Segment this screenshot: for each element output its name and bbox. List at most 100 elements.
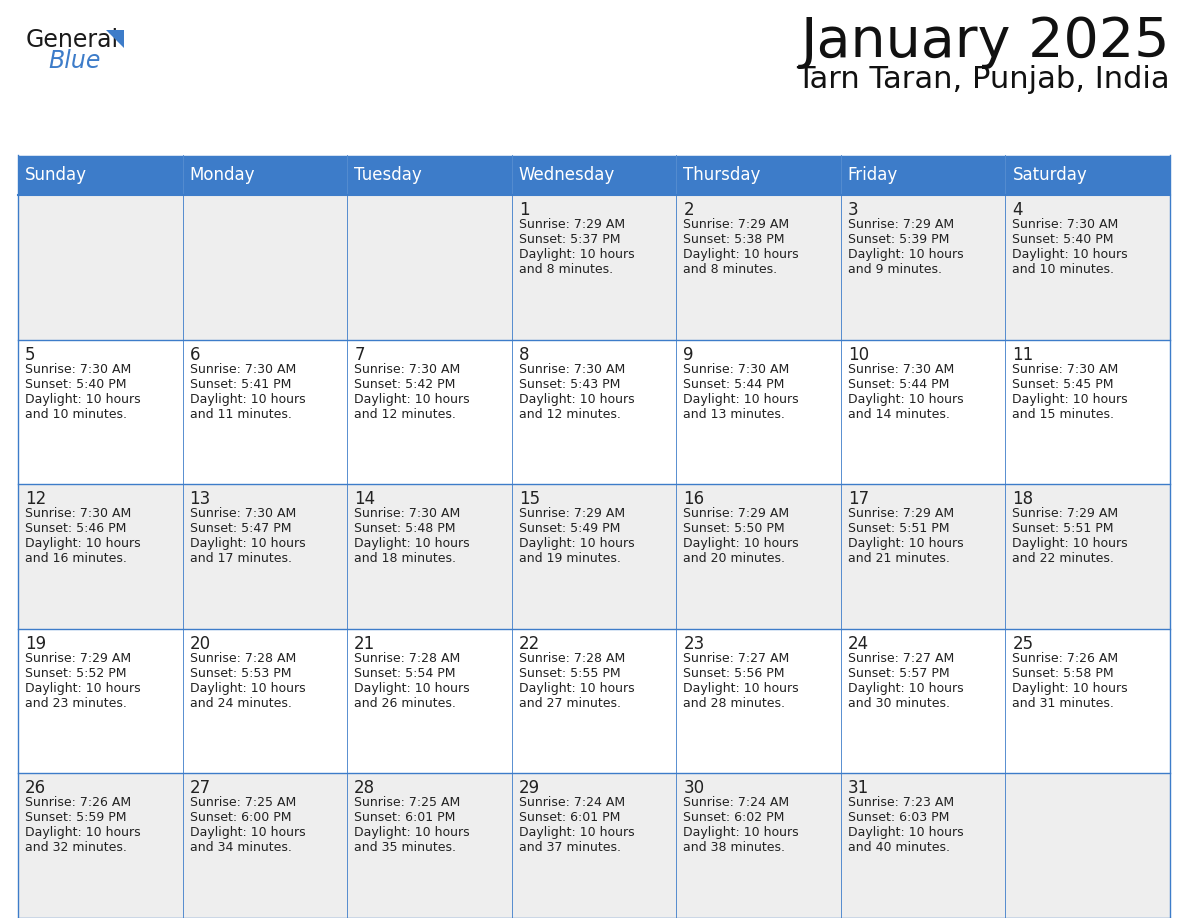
Text: Daylight: 10 hours: Daylight: 10 hours <box>354 537 469 550</box>
Bar <box>18 195 183 340</box>
Text: Sunrise: 7:30 AM: Sunrise: 7:30 AM <box>354 363 461 375</box>
Text: Daylight: 10 hours: Daylight: 10 hours <box>354 682 469 695</box>
Bar <box>841 484 1005 629</box>
Bar <box>676 195 841 340</box>
Text: 14: 14 <box>354 490 375 509</box>
Text: and 18 minutes.: and 18 minutes. <box>354 553 456 565</box>
Text: 9: 9 <box>683 345 694 364</box>
Bar <box>347 155 512 195</box>
Text: Sunday: Sunday <box>25 166 87 184</box>
Text: Sunset: 5:49 PM: Sunset: 5:49 PM <box>519 522 620 535</box>
Text: General: General <box>26 28 119 52</box>
Polygon shape <box>106 30 124 48</box>
Text: Daylight: 10 hours: Daylight: 10 hours <box>683 248 798 261</box>
Text: Sunset: 5:44 PM: Sunset: 5:44 PM <box>683 377 784 390</box>
Text: Sunset: 5:56 PM: Sunset: 5:56 PM <box>683 666 785 680</box>
Text: Sunset: 5:44 PM: Sunset: 5:44 PM <box>848 377 949 390</box>
Text: Sunrise: 7:28 AM: Sunrise: 7:28 AM <box>519 652 625 665</box>
Text: Tuesday: Tuesday <box>354 166 422 184</box>
Text: and 12 minutes.: and 12 minutes. <box>519 408 620 420</box>
Text: and 27 minutes.: and 27 minutes. <box>519 697 620 710</box>
Bar <box>18 773 183 918</box>
Text: Sunset: 6:01 PM: Sunset: 6:01 PM <box>354 812 455 824</box>
Text: Daylight: 10 hours: Daylight: 10 hours <box>25 826 140 839</box>
Bar <box>841 629 1005 773</box>
Text: Daylight: 10 hours: Daylight: 10 hours <box>354 393 469 406</box>
Text: 6: 6 <box>190 345 200 364</box>
Text: 21: 21 <box>354 635 375 653</box>
Text: Sunset: 5:55 PM: Sunset: 5:55 PM <box>519 666 620 680</box>
Text: 3: 3 <box>848 201 859 219</box>
Text: Sunset: 5:40 PM: Sunset: 5:40 PM <box>1012 233 1114 246</box>
Bar <box>1005 195 1170 340</box>
Text: Sunset: 5:37 PM: Sunset: 5:37 PM <box>519 233 620 246</box>
Text: Sunrise: 7:24 AM: Sunrise: 7:24 AM <box>519 797 625 810</box>
Text: and 37 minutes.: and 37 minutes. <box>519 842 620 855</box>
Text: Sunset: 6:00 PM: Sunset: 6:00 PM <box>190 812 291 824</box>
Text: Daylight: 10 hours: Daylight: 10 hours <box>25 537 140 550</box>
Bar <box>512 629 676 773</box>
Text: and 9 minutes.: and 9 minutes. <box>848 263 942 276</box>
Text: Daylight: 10 hours: Daylight: 10 hours <box>519 393 634 406</box>
Text: Sunset: 5:43 PM: Sunset: 5:43 PM <box>519 377 620 390</box>
Bar <box>841 195 1005 340</box>
Text: Sunset: 5:41 PM: Sunset: 5:41 PM <box>190 377 291 390</box>
Text: 29: 29 <box>519 779 539 798</box>
Text: Daylight: 10 hours: Daylight: 10 hours <box>190 537 305 550</box>
Bar <box>676 340 841 484</box>
Bar <box>1005 340 1170 484</box>
Text: Daylight: 10 hours: Daylight: 10 hours <box>519 537 634 550</box>
Text: 30: 30 <box>683 779 704 798</box>
Text: 5: 5 <box>25 345 36 364</box>
Text: and 24 minutes.: and 24 minutes. <box>190 697 291 710</box>
Text: Sunrise: 7:25 AM: Sunrise: 7:25 AM <box>190 797 296 810</box>
Bar <box>183 629 347 773</box>
Bar <box>676 629 841 773</box>
Text: Daylight: 10 hours: Daylight: 10 hours <box>683 682 798 695</box>
Text: and 8 minutes.: and 8 minutes. <box>683 263 777 276</box>
Bar <box>1005 773 1170 918</box>
Text: Daylight: 10 hours: Daylight: 10 hours <box>1012 537 1129 550</box>
Text: 8: 8 <box>519 345 529 364</box>
Text: Daylight: 10 hours: Daylight: 10 hours <box>190 682 305 695</box>
Text: Sunset: 5:39 PM: Sunset: 5:39 PM <box>848 233 949 246</box>
Text: and 31 minutes.: and 31 minutes. <box>1012 697 1114 710</box>
Text: 4: 4 <box>1012 201 1023 219</box>
Text: and 32 minutes.: and 32 minutes. <box>25 842 127 855</box>
Bar <box>676 155 841 195</box>
Text: Sunrise: 7:30 AM: Sunrise: 7:30 AM <box>1012 363 1119 375</box>
Text: and 30 minutes.: and 30 minutes. <box>848 697 950 710</box>
Text: 2: 2 <box>683 201 694 219</box>
Text: Daylight: 10 hours: Daylight: 10 hours <box>848 826 963 839</box>
Text: and 21 minutes.: and 21 minutes. <box>848 553 949 565</box>
Text: Sunrise: 7:29 AM: Sunrise: 7:29 AM <box>848 218 954 231</box>
Text: and 8 minutes.: and 8 minutes. <box>519 263 613 276</box>
Text: Sunset: 5:42 PM: Sunset: 5:42 PM <box>354 377 455 390</box>
Text: Sunrise: 7:29 AM: Sunrise: 7:29 AM <box>683 218 789 231</box>
Text: Sunrise: 7:25 AM: Sunrise: 7:25 AM <box>354 797 461 810</box>
Bar <box>183 340 347 484</box>
Text: Wednesday: Wednesday <box>519 166 615 184</box>
Text: Daylight: 10 hours: Daylight: 10 hours <box>848 393 963 406</box>
Text: Monday: Monday <box>190 166 255 184</box>
Text: and 13 minutes.: and 13 minutes. <box>683 408 785 420</box>
Text: 1: 1 <box>519 201 530 219</box>
Bar <box>512 340 676 484</box>
Text: Daylight: 10 hours: Daylight: 10 hours <box>683 393 798 406</box>
Text: and 10 minutes.: and 10 minutes. <box>25 408 127 420</box>
Text: Sunrise: 7:29 AM: Sunrise: 7:29 AM <box>519 218 625 231</box>
Bar <box>1005 629 1170 773</box>
Text: Daylight: 10 hours: Daylight: 10 hours <box>683 826 798 839</box>
Text: Sunrise: 7:29 AM: Sunrise: 7:29 AM <box>25 652 131 665</box>
Text: and 23 minutes.: and 23 minutes. <box>25 697 127 710</box>
Text: 12: 12 <box>25 490 46 509</box>
Text: Saturday: Saturday <box>1012 166 1087 184</box>
Text: Sunrise: 7:29 AM: Sunrise: 7:29 AM <box>1012 508 1119 521</box>
Text: and 19 minutes.: and 19 minutes. <box>519 553 620 565</box>
Text: 16: 16 <box>683 490 704 509</box>
Bar <box>676 773 841 918</box>
Text: Sunrise: 7:30 AM: Sunrise: 7:30 AM <box>25 363 131 375</box>
Text: 23: 23 <box>683 635 704 653</box>
Text: Sunrise: 7:27 AM: Sunrise: 7:27 AM <box>848 652 954 665</box>
Text: and 12 minutes.: and 12 minutes. <box>354 408 456 420</box>
